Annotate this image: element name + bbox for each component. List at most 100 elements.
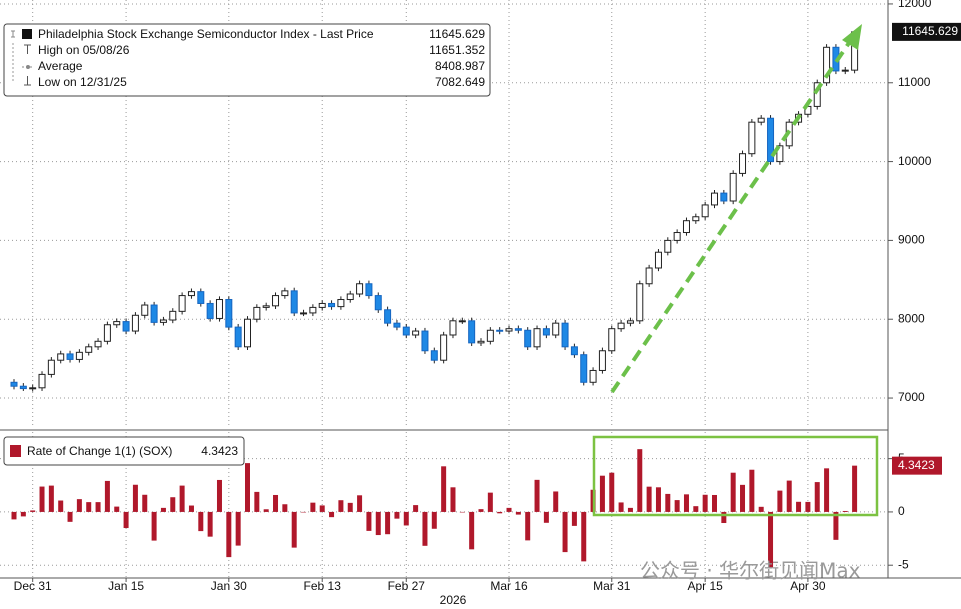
bar xyxy=(48,485,54,512)
trend-arrow-head xyxy=(842,24,862,50)
candle-body xyxy=(356,283,364,295)
x-tick-label: Mar 16 xyxy=(490,579,528,593)
bar xyxy=(702,494,708,512)
bar xyxy=(310,502,316,512)
candle-body xyxy=(767,117,775,163)
bar xyxy=(571,511,577,526)
candle-body xyxy=(589,369,597,383)
y-tick-label: 12000 xyxy=(898,0,932,10)
bar xyxy=(842,510,848,512)
bar xyxy=(329,511,335,518)
legend-icon xyxy=(22,29,32,39)
bar xyxy=(478,509,484,512)
y-tick-label: 7000 xyxy=(898,390,925,404)
bar xyxy=(375,511,381,536)
x-tick-label: Dec 31 xyxy=(14,579,52,593)
candle-body xyxy=(272,295,280,307)
candle-body xyxy=(215,299,223,319)
candle-body xyxy=(486,329,494,342)
bar xyxy=(160,507,166,512)
candle-body xyxy=(682,220,690,234)
bar xyxy=(39,486,45,512)
candle-body xyxy=(103,324,111,342)
candle-body xyxy=(197,291,205,304)
bar xyxy=(525,511,531,541)
bar xyxy=(599,475,605,512)
candle-body xyxy=(552,322,560,336)
bar xyxy=(235,511,241,546)
candle-body xyxy=(505,328,513,332)
x-tick-label: Apr 30 xyxy=(790,579,826,593)
candle-body xyxy=(720,192,728,202)
last-value-tag xyxy=(892,456,942,475)
candle-body xyxy=(178,295,186,312)
bar xyxy=(403,511,409,526)
bar xyxy=(394,511,400,519)
candle-body xyxy=(477,340,485,344)
candle-body xyxy=(234,326,242,348)
bar xyxy=(805,501,811,512)
bar xyxy=(282,504,288,512)
bar xyxy=(674,500,680,512)
bar xyxy=(431,511,437,529)
candle-body xyxy=(113,321,121,326)
bar xyxy=(366,511,372,531)
candle-body xyxy=(496,329,504,332)
candle-body xyxy=(57,353,65,361)
candle-body xyxy=(10,381,18,387)
bar xyxy=(86,502,92,512)
candle-body xyxy=(253,306,261,320)
legend-icon xyxy=(11,30,15,38)
candle-body xyxy=(374,295,382,311)
bar xyxy=(67,511,73,522)
x-tick-label: Feb 13 xyxy=(304,579,342,593)
candle-body xyxy=(440,334,448,361)
bar xyxy=(683,494,689,512)
candle-body xyxy=(468,320,476,344)
candle-body xyxy=(75,351,83,360)
bar xyxy=(796,501,802,512)
bar xyxy=(637,449,643,512)
candle-body xyxy=(739,153,747,174)
candle-body xyxy=(262,305,270,308)
bar xyxy=(357,495,363,512)
bar xyxy=(777,490,783,512)
bar xyxy=(459,511,465,513)
legend-value: 11651.352 xyxy=(429,43,485,57)
legend-value: 4.3423 xyxy=(201,444,238,458)
bar xyxy=(506,507,512,512)
candle-body xyxy=(626,320,634,324)
candle-body xyxy=(645,267,653,285)
candle-body xyxy=(225,299,233,328)
bar xyxy=(58,500,64,512)
candle-body xyxy=(654,251,662,269)
bar xyxy=(618,502,624,512)
candle-body xyxy=(38,373,46,389)
legend-label: Low on 12/31/25 xyxy=(38,75,127,89)
candle-body xyxy=(66,353,74,360)
plot-area: 70008000900010000110001200011645.629-505… xyxy=(0,0,961,593)
bar xyxy=(543,511,549,523)
candle-body xyxy=(692,216,700,222)
bar xyxy=(655,487,661,512)
bar xyxy=(104,480,110,512)
bar xyxy=(450,487,456,512)
bar xyxy=(469,511,475,550)
candle-body xyxy=(570,346,578,356)
candle-body xyxy=(94,340,102,348)
candle-body xyxy=(636,283,644,322)
bar xyxy=(413,505,419,512)
bar xyxy=(712,494,717,512)
bar xyxy=(319,505,325,512)
candle-body xyxy=(841,69,849,72)
x-tick-label: Jan 15 xyxy=(108,579,144,593)
legend-value: 11645.629 xyxy=(429,27,485,41)
candle-body xyxy=(206,302,214,319)
bar xyxy=(562,511,568,553)
candle-body xyxy=(823,46,831,84)
last-price-tag xyxy=(892,22,961,41)
bar xyxy=(76,499,82,512)
legend-icon xyxy=(10,445,21,457)
candle-body xyxy=(122,321,130,332)
bar xyxy=(170,497,176,512)
